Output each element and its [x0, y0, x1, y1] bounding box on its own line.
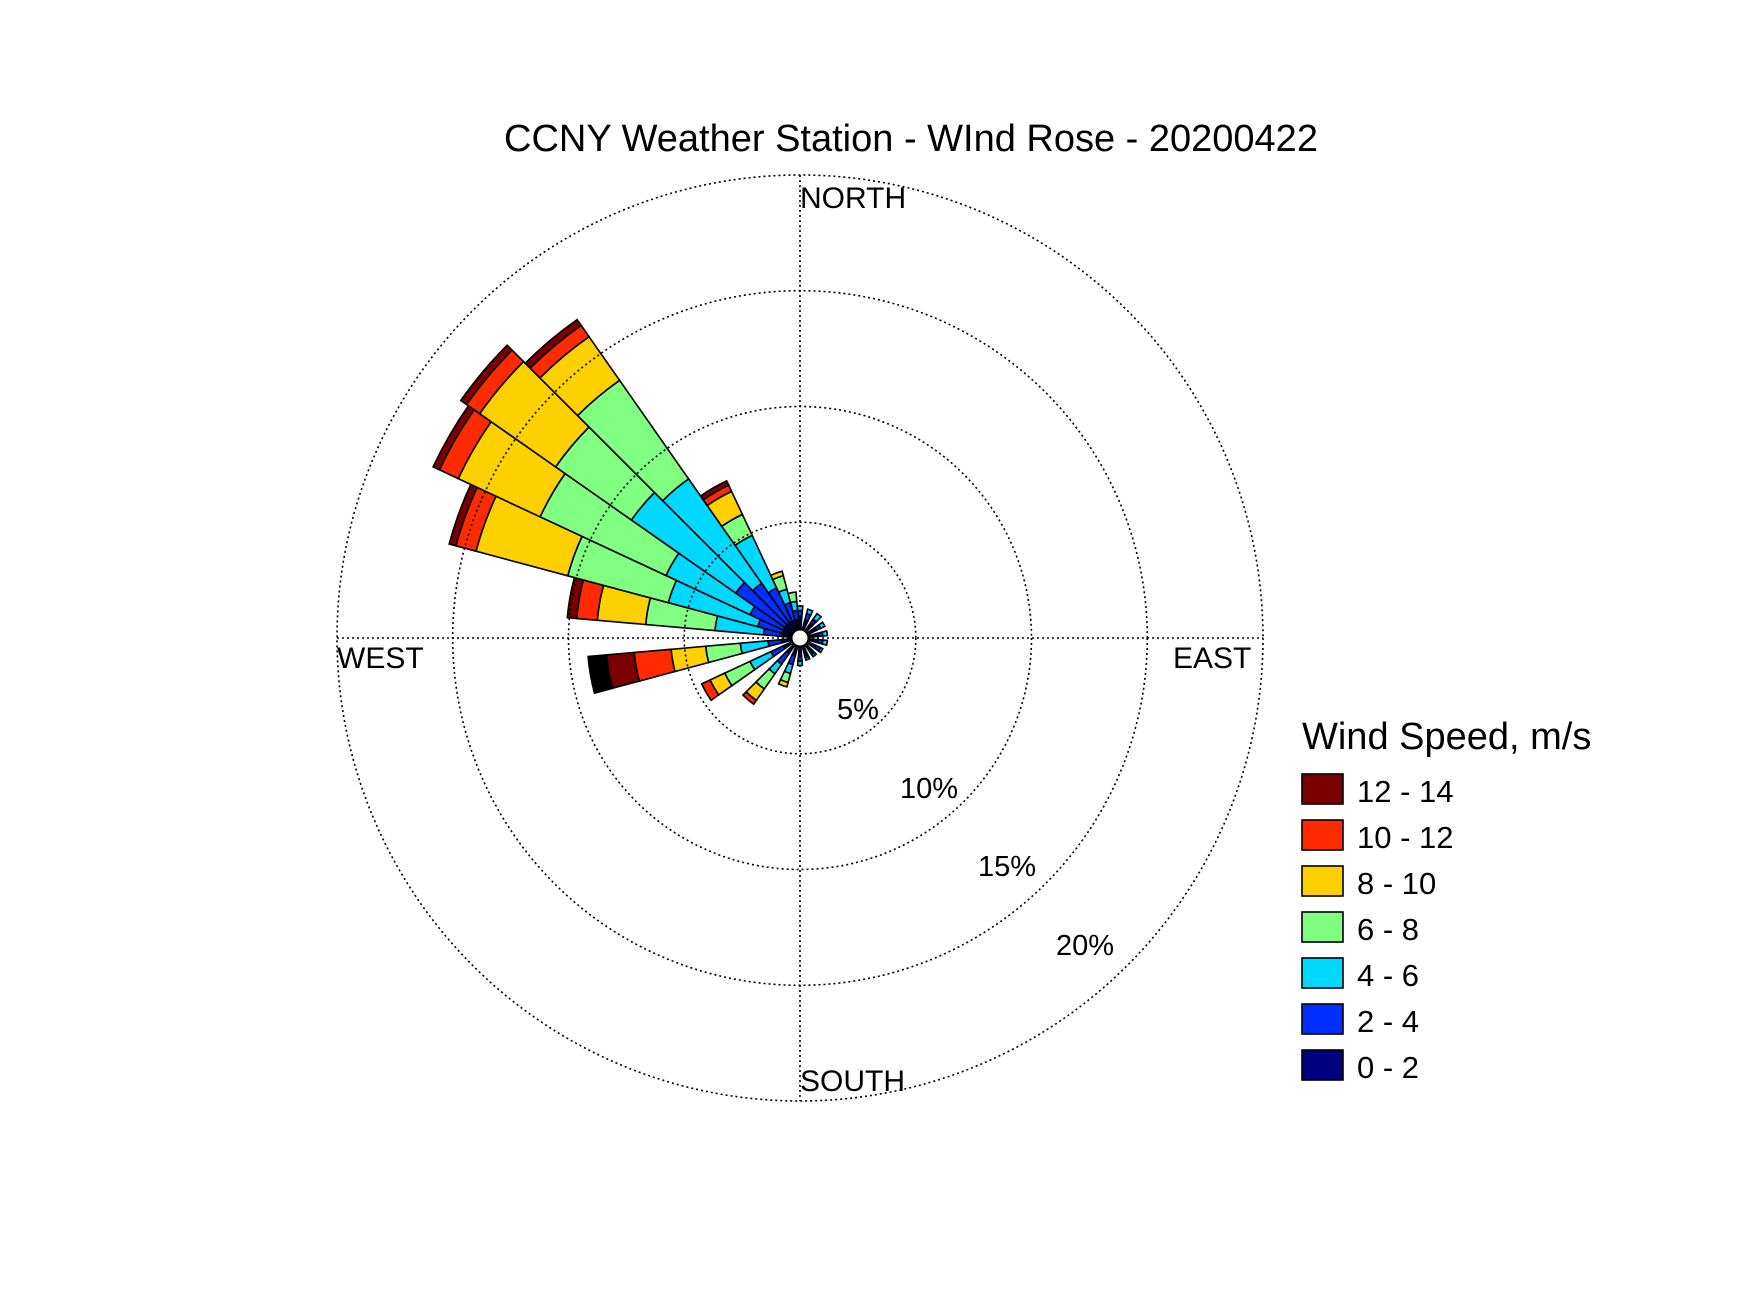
wind-segment — [670, 645, 710, 673]
wind-segment — [817, 646, 824, 654]
direction-label-north: NORTH — [800, 182, 906, 215]
wind-segment — [821, 639, 829, 647]
legend-swatch — [1301, 819, 1344, 851]
legend-title: Wind Speed, m/s — [1302, 716, 1591, 758]
grid-ring — [683, 521, 917, 755]
wind-segment — [739, 639, 770, 655]
legend-swatch — [1301, 773, 1344, 805]
legend-label: 2 - 4 — [1357, 1004, 1419, 1039]
wind-segment — [524, 318, 583, 370]
legend-label: 4 - 6 — [1357, 958, 1419, 993]
ring-label-20: 20% — [1056, 930, 1114, 962]
wind-segment — [805, 608, 814, 617]
rose-sectors — [432, 318, 829, 706]
wind-sector-200 — [777, 645, 799, 688]
wind-sector-260 — [587, 637, 793, 695]
legend-swatch — [1301, 911, 1344, 943]
wind-segment — [699, 479, 730, 501]
wind-segment — [821, 629, 829, 637]
legend-swatch — [1301, 957, 1344, 989]
legend: Wind Speed, m/s 12 - 14 10 - 12 8 - 10 6… — [1301, 716, 1591, 1085]
wind-segment — [787, 591, 798, 604]
wind-segment — [704, 642, 744, 664]
legend-item: 10 - 12 — [1301, 819, 1454, 855]
legend-label: 12 - 14 — [1357, 774, 1454, 809]
direction-label-east: EAST — [1173, 642, 1251, 675]
wind-sector-160 — [801, 645, 811, 662]
ring-label-15: 15% — [978, 851, 1036, 883]
wind-segment — [700, 678, 720, 702]
wind-segment — [804, 655, 811, 662]
wind-sector-320 — [524, 318, 796, 633]
legend-label: 8 - 10 — [1357, 866, 1436, 901]
wind-segment — [810, 651, 818, 658]
legend-label: 6 - 8 — [1357, 912, 1419, 947]
legend-item: 4 - 6 — [1301, 957, 1419, 993]
wind-sector-80 — [807, 629, 829, 639]
legend-item: 8 - 10 — [1301, 865, 1436, 901]
polar-grid — [336, 174, 1264, 1102]
legend-item: 2 - 4 — [1301, 1003, 1419, 1039]
wind-sector-330 — [699, 479, 798, 632]
direction-label-south: SOUTH — [800, 1065, 905, 1098]
wind-segment — [767, 638, 784, 648]
ring-label-5: 5% — [837, 694, 879, 726]
ring-label-10: 10% — [900, 773, 958, 805]
direction-label-west: WEST — [337, 642, 424, 675]
legend-swatch — [1301, 865, 1344, 897]
legend-swatch — [1301, 1003, 1344, 1035]
wind-segment — [777, 678, 790, 688]
wind-segment — [811, 612, 823, 623]
wind-segment — [769, 570, 785, 581]
wind-segment — [633, 648, 676, 683]
legend-swatch — [1301, 1049, 1344, 1081]
chart-title: CCNY Weather Station - WInd Rose - 20200… — [504, 118, 1318, 160]
wind-sector-240 — [700, 640, 794, 702]
wind-sector-220 — [741, 643, 796, 706]
center-hub — [789, 627, 811, 649]
legend-item: 6 - 8 — [1301, 911, 1419, 947]
wind-segment — [817, 621, 826, 630]
legend-label: 0 - 2 — [1357, 1050, 1419, 1085]
legend-item: 0 - 2 — [1301, 1049, 1419, 1085]
wind-segment — [741, 690, 758, 706]
wind-segment — [459, 344, 514, 406]
legend-label: 10 - 12 — [1357, 820, 1454, 855]
wind-segment — [587, 654, 614, 695]
wind-sector-290 — [448, 483, 793, 637]
legend-item: 12 - 14 — [1301, 773, 1454, 809]
